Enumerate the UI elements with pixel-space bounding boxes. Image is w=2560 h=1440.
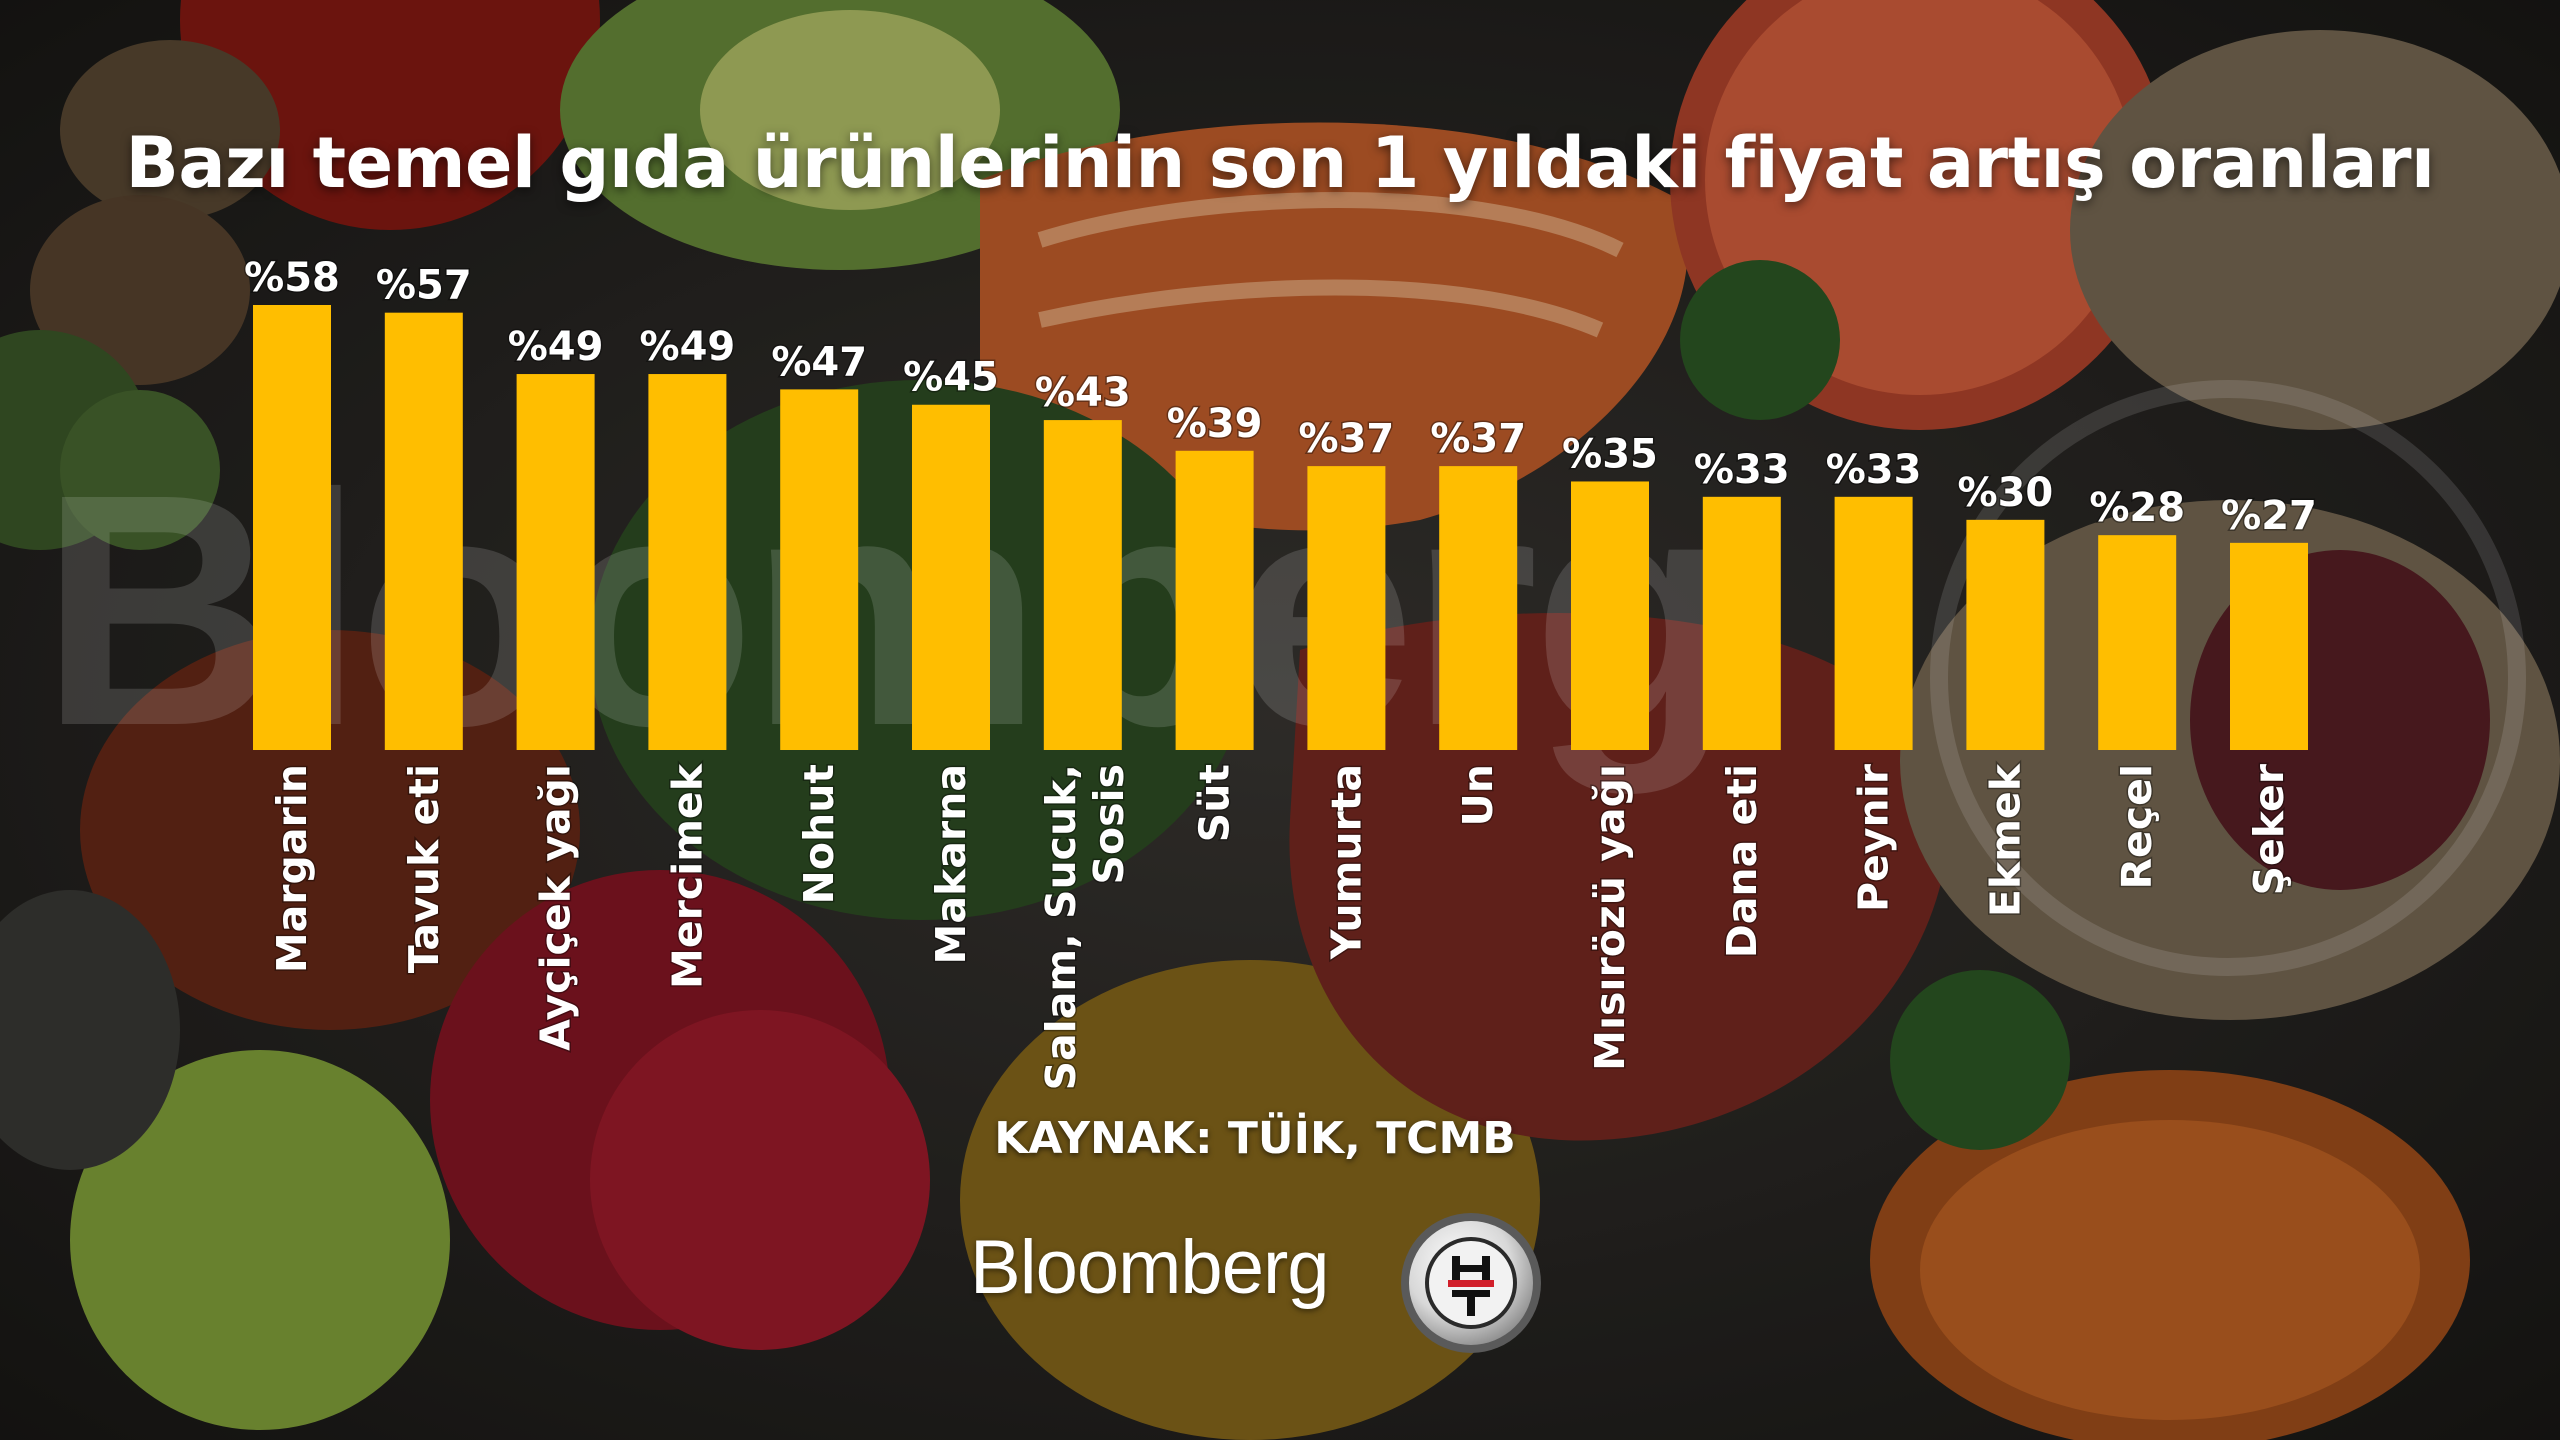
bar — [384, 312, 463, 750]
chart-title: Bazı temel gıda ürünlerinin son 1 yıldak… — [125, 122, 2435, 204]
ht-logo-icon — [1401, 1213, 1541, 1353]
category-label-text: Tavuk eti — [400, 764, 448, 973]
category-label-text: Şeker — [2245, 763, 2293, 895]
bar-value-label: %35 — [1562, 431, 1658, 477]
bar — [1966, 519, 2045, 750]
bar-value-label: %33 — [1694, 447, 1790, 493]
category-label-text: Ayçiçek yağı — [532, 764, 580, 1051]
bar — [1307, 466, 1386, 750]
bar-value-label: %27 — [2221, 493, 2317, 539]
category-label: Süt — [1189, 763, 1240, 844]
bar — [1439, 466, 1518, 750]
bar-value-label: %37 — [1430, 416, 1526, 462]
category-label-text: Margarin — [268, 764, 316, 973]
category-label: Margarin — [267, 763, 318, 975]
category-label-text: Makarna — [927, 764, 975, 964]
bloomberg-logo: Bloomberg — [970, 1225, 1330, 1310]
category-label: Ayçiçek yağı — [530, 763, 581, 1053]
bar — [648, 374, 727, 750]
category-label: Dana eti — [1716, 763, 1767, 960]
bar-value-label: %43 — [1035, 370, 1131, 416]
category-label-text: Mısırözü yağı — [1586, 764, 1634, 1071]
bar-value-label: %30 — [1958, 470, 2054, 516]
bar-value-label: %39 — [1167, 401, 1263, 447]
bar — [1175, 450, 1254, 750]
bar-value-label: %33 — [1826, 447, 1922, 493]
category-label: Makarna — [926, 763, 977, 966]
category-label: Mercimek — [662, 761, 713, 991]
bar-value-label: %28 — [2089, 485, 2185, 531]
category-label-text: Dana eti — [1718, 764, 1766, 958]
category-label-text: Un — [1454, 764, 1502, 826]
category-label-text: Yumurta — [1322, 764, 1370, 960]
category-label-text: Salam, Sucuk, — [1037, 764, 1085, 1091]
bar — [780, 389, 859, 750]
category-label: Ekmek — [1980, 761, 2031, 919]
category-label: Peynir — [1848, 762, 1899, 914]
bar-value-label: %37 — [1299, 416, 1395, 462]
bar-value-label: %47 — [771, 339, 867, 385]
bar — [516, 374, 595, 750]
category-label-text: Peynir — [1850, 763, 1898, 912]
bar — [1702, 496, 1781, 750]
bar-value-label: %45 — [903, 355, 999, 401]
bar-value-label: %49 — [508, 324, 604, 370]
category-label: Mısırözü yağı — [1585, 763, 1636, 1073]
category-label-text: Süt — [1191, 764, 1239, 842]
category-label: Un — [1453, 763, 1504, 828]
bar — [1571, 481, 1649, 750]
category-label-text: Ekmek — [1981, 762, 2029, 917]
bar — [1043, 420, 1122, 750]
category-label: Reçel — [2112, 763, 2163, 892]
bar-value-label: %49 — [640, 324, 736, 370]
category-label: Yumurta — [1321, 763, 1372, 962]
category-label-text: Mercimek — [663, 762, 711, 989]
bar — [2230, 542, 2308, 750]
bar — [2098, 535, 2177, 750]
bar — [912, 404, 990, 750]
category-label-text: Sosis — [1085, 764, 1133, 885]
bar-value-label: %58 — [244, 255, 340, 301]
category-label: Salam, Sucuk, Sosis — [1035, 763, 1134, 1093]
source-note: KAYNAK: TÜİK, TCMB — [994, 1113, 1516, 1164]
category-label: Tavuk eti — [398, 763, 449, 975]
category-label: Şeker — [2244, 762, 2295, 897]
bar — [1834, 496, 1913, 750]
bar-value-label: %57 — [376, 263, 472, 309]
category-label-text: Reçel — [2113, 764, 2161, 890]
category-label-text: Nohut — [795, 764, 843, 904]
bar — [253, 305, 331, 750]
category-label: Nohut — [794, 763, 845, 906]
